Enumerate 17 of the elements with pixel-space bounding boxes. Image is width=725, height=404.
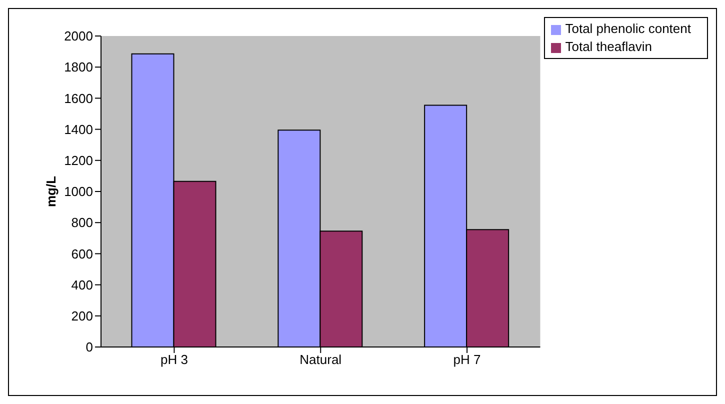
legend-label: Total phenolic content [565, 21, 691, 36]
x-tick-label: pH 7 [453, 352, 481, 368]
y-tick-label: 1400 [64, 122, 93, 137]
y-tick-label: 800 [71, 215, 93, 230]
y-tick-label: 1800 [64, 60, 93, 75]
x-tick-label: Natural [300, 352, 342, 368]
legend-label: Total theaflavin [565, 39, 652, 54]
x-tick-label: pH 3 [160, 352, 188, 368]
y-tick-label: 2000 [64, 28, 93, 44]
y-tick-label: 0 [86, 340, 93, 355]
y-tick-label: 1600 [64, 90, 93, 106]
y-tick-label: 1000 [64, 184, 93, 200]
y-axis-title: mg/L [44, 176, 59, 208]
y-tick-label: 400 [71, 277, 93, 292]
y-tick-label: 600 [71, 246, 93, 262]
y-tick-label: 1200 [64, 153, 93, 168]
y-tick-label: 200 [71, 308, 93, 324]
